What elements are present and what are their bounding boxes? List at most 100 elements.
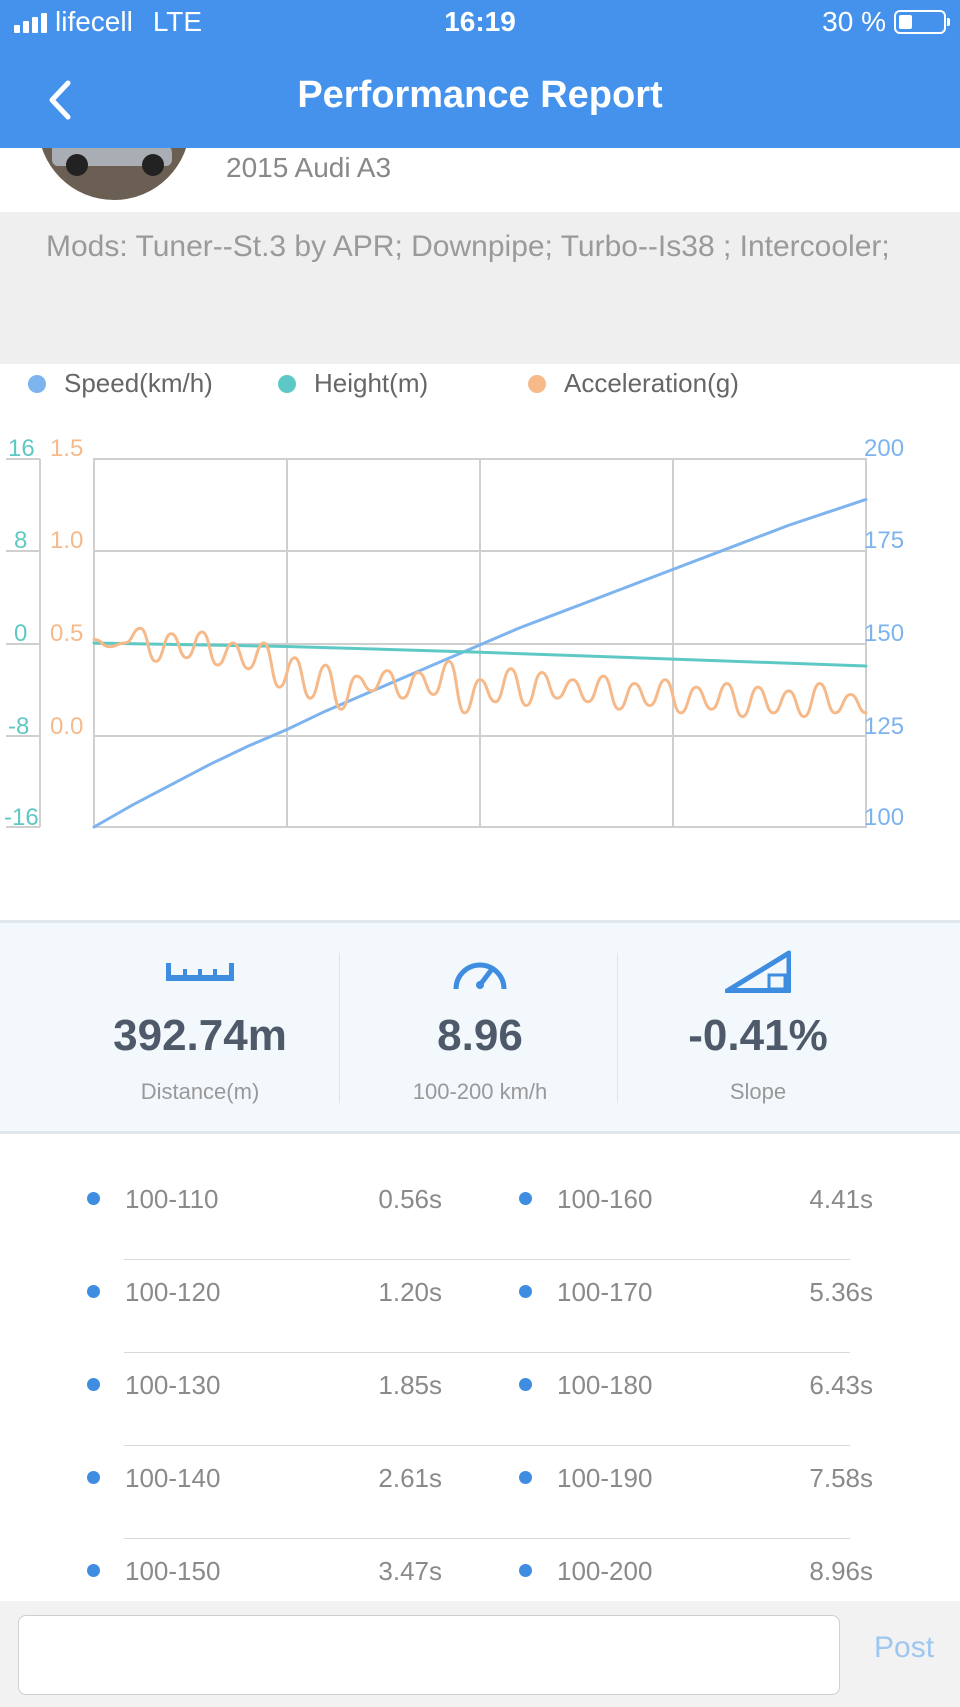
- legend-item-height: Height(m): [278, 368, 428, 399]
- split-label: 100-110: [125, 1184, 219, 1214]
- split-label: 100-150: [125, 1556, 221, 1586]
- series-line-acceleration-g: [92, 626, 868, 719]
- post-button[interactable]: Post: [874, 1631, 935, 1664]
- tick-label-height: -8: [8, 713, 29, 740]
- series-line-speed-km-h: [92, 497, 868, 829]
- legend-dot-height: [278, 374, 296, 393]
- tick-label-speed: 125: [864, 713, 904, 740]
- legend-dot-speed: [28, 374, 46, 393]
- comment-input[interactable]: [18, 1615, 840, 1695]
- bullet-icon: [519, 1285, 532, 1298]
- legend-label-acceleration: Acceleration(g): [564, 368, 739, 398]
- split-item: 100-120 1.20s: [0, 1263, 460, 1356]
- stat-distance: 392.74m Distance(m): [60, 923, 340, 1131]
- tick-label-height: 0: [14, 620, 27, 647]
- legend-label-height: Height(m): [314, 368, 429, 398]
- split-label: 100-140: [125, 1463, 221, 1493]
- tick-label-speed: 100: [864, 804, 904, 831]
- app-header: lifecell LTE 16:19 30 % Performance Repo…: [0, 0, 960, 148]
- split-item: 100-160 4.41s: [460, 1170, 960, 1263]
- split-label: 100-160: [557, 1184, 653, 1214]
- page-title: Performance Report: [297, 74, 663, 116]
- bullet-icon: [519, 1564, 532, 1577]
- legend-item-acceleration: Acceleration(g): [528, 368, 739, 399]
- stat-time-value: 8.96: [437, 1011, 523, 1060]
- split-row: 100-140 2.61s 100-190 7.58s: [0, 1449, 960, 1542]
- split-label: 100-120: [125, 1277, 221, 1307]
- stat-slope-label: Slope: [729, 1079, 787, 1104]
- bullet-icon: [87, 1471, 100, 1484]
- split-item: 100-150 3.47s: [0, 1542, 460, 1635]
- split-row: 100-120 1.20s 100-170 5.36s: [0, 1263, 960, 1356]
- performance-chart: 16 8 0 -8 -16 1.5 1.0 0.5 0.0 200 175 150 125 100: [4, 435, 904, 831]
- status-carrier: lifecell LTE: [14, 6, 202, 38]
- carrier-name: lifecell: [55, 6, 133, 37]
- tick-label-speed: 200: [864, 435, 904, 462]
- status-battery: 30 %: [822, 6, 950, 38]
- split-value: 1.20s: [378, 1277, 442, 1307]
- legend-dot-acceleration: [528, 374, 546, 393]
- split-value: 2.61s: [378, 1463, 442, 1493]
- split-value: 8.96s: [809, 1556, 873, 1586]
- chevron-left-icon: [49, 80, 71, 120]
- tick-label-height: 16: [8, 435, 35, 462]
- row-divider: [124, 1259, 850, 1260]
- split-item: 100-130 1.85s: [0, 1356, 460, 1449]
- tick-label-height: -16: [4, 804, 39, 831]
- mods-text: Mods: Tuner--St.3 by APR; Downpipe; Turb…: [46, 230, 890, 263]
- bullet-icon: [87, 1378, 100, 1391]
- signal-icon: [14, 11, 47, 33]
- stat-divider: [339, 953, 340, 1103]
- split-value: 4.41s: [809, 1184, 873, 1214]
- stat-slope-value: -0.41%: [688, 1011, 828, 1060]
- split-row: 100-110 0.56s 100-160 4.41s: [0, 1170, 960, 1263]
- split-item: 100-180 6.43s: [460, 1356, 960, 1449]
- tick-label-acceleration: 1.0: [50, 527, 83, 554]
- split-value: 5.36s: [809, 1277, 873, 1307]
- status-time: 16:19: [444, 6, 516, 37]
- split-label: 100-170: [557, 1277, 653, 1307]
- split-label: 100-190: [557, 1463, 653, 1493]
- split-value: 6.43s: [809, 1370, 873, 1400]
- back-button[interactable]: [40, 75, 84, 125]
- bullet-icon: [87, 1285, 100, 1298]
- tick-label-acceleration: 0.5: [50, 620, 83, 647]
- row-divider: [124, 1352, 850, 1353]
- speedometer-icon: [453, 962, 507, 990]
- split-label: 100-200: [557, 1556, 653, 1586]
- stat-divider: [617, 953, 618, 1103]
- split-row: 100-130 1.85s 100-180 6.43s: [0, 1356, 960, 1449]
- bullet-icon: [519, 1471, 532, 1484]
- tick-label-acceleration: 1.5: [50, 435, 83, 462]
- tick-label-speed: 175: [864, 527, 904, 554]
- tick-label-acceleration: 0.0: [50, 713, 83, 740]
- split-item: 100-190 7.58s: [460, 1449, 960, 1542]
- tick-label-speed: 150: [864, 620, 904, 647]
- stat-distance-value: 392.74m: [113, 1011, 287, 1060]
- bullet-icon: [519, 1192, 532, 1205]
- network-type: LTE: [152, 6, 203, 37]
- stat-slope: -0.41% Slope: [618, 923, 898, 1131]
- split-label: 100-180: [557, 1370, 653, 1400]
- split-row: 100-150 3.47s 100-200 8.96s: [0, 1542, 960, 1635]
- bullet-icon: [87, 1192, 100, 1205]
- split-value: 3.47s: [378, 1556, 442, 1586]
- battery-icon: [894, 10, 950, 34]
- chart-legend: Speed(km/h) Height(m) Acceleration(g): [0, 368, 960, 408]
- stat-time-label: 100-200 km/h: [412, 1079, 548, 1104]
- split-value: 1.85s: [378, 1370, 442, 1400]
- stat-distance-label: Distance(m): [140, 1079, 260, 1104]
- slope-icon: [725, 950, 791, 993]
- bullet-icon: [519, 1378, 532, 1391]
- row-divider: [124, 1538, 850, 1539]
- mods-panel: Mods: Tuner--St.3 by APR; Downpipe; Turb…: [0, 212, 960, 364]
- split-value: 7.58s: [809, 1463, 873, 1493]
- split-item: 100-140 2.61s: [0, 1449, 460, 1542]
- battery-percent: 30 %: [822, 6, 886, 37]
- legend-label-speed: Speed(km/h): [64, 368, 213, 398]
- stats-panel: 392.74m Distance(m) 8.96 100-200 km/h -0…: [0, 920, 960, 1134]
- ruler-icon: [166, 963, 234, 981]
- bullet-icon: [87, 1564, 100, 1577]
- split-item: 100-200 8.96s: [460, 1542, 960, 1635]
- split-item: 100-170 5.36s: [460, 1263, 960, 1356]
